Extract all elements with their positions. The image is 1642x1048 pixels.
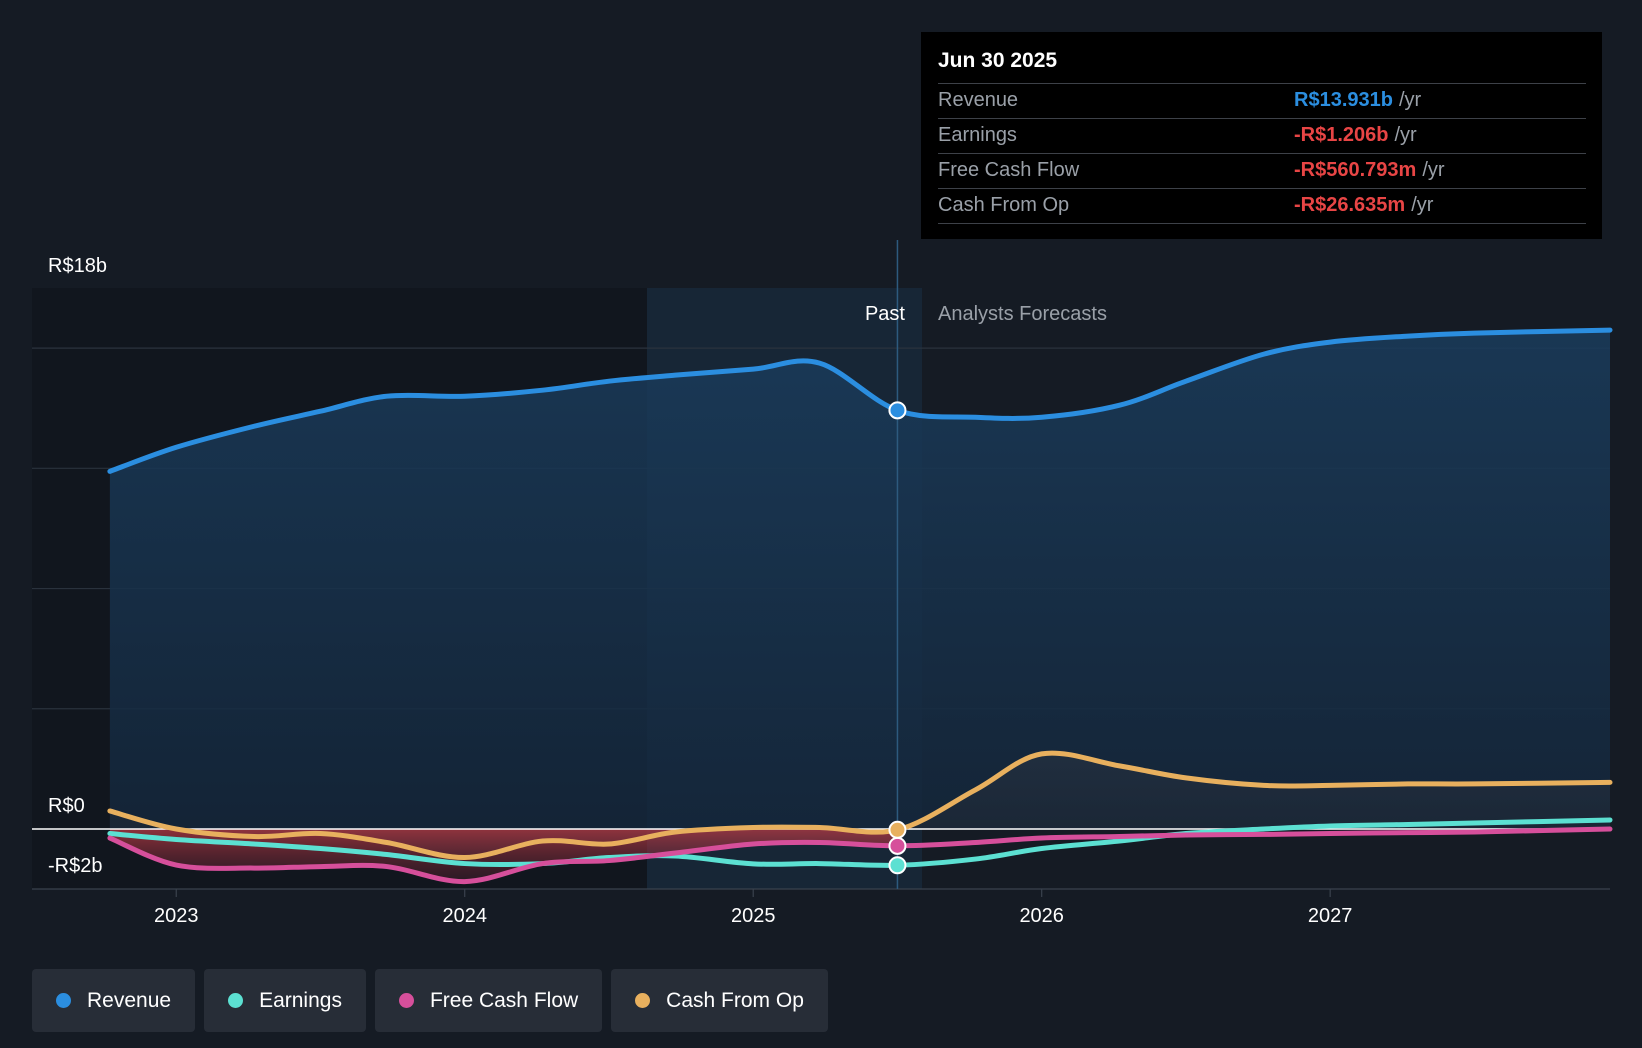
free-cash-flow-marker [888, 836, 907, 855]
tooltip-row-cash-from-op: Cash From Op -R$26.635m /yr [938, 189, 1586, 224]
legend-label: Free Cash Flow [429, 988, 579, 1012]
legend-item-earnings[interactable]: Earnings [204, 969, 366, 1032]
x-tick-label: 2025 [731, 905, 776, 927]
x-tick-label: 2027 [1308, 905, 1353, 927]
revenue-line [107, 327, 1613, 474]
tooltip-value: -R$26.635m [1294, 194, 1406, 216]
legend-label: Earnings [259, 988, 342, 1012]
y-axis-min-label: -R$2b [48, 855, 102, 877]
tooltip-row-earnings: Earnings -R$1.206b /yr [938, 119, 1586, 154]
past-label: Past [865, 303, 905, 325]
earnings-line [107, 817, 1613, 868]
tooltip-label: Cash From Op [938, 194, 1070, 216]
series-lines [107, 327, 1613, 885]
series-areas [109, 330, 1611, 882]
revenue-area [109, 330, 1611, 829]
x-tick-label: 2023 [154, 905, 199, 927]
legend: Revenue Earnings Free Cash Flow Cash Fro… [32, 969, 828, 1032]
tooltip-value: -R$1.206b [1294, 124, 1389, 146]
free-cash-flow-line [107, 826, 1613, 885]
x-tick-label: 2024 [442, 905, 487, 927]
revenue-marker [888, 401, 907, 420]
legend-item-revenue[interactable]: Revenue [32, 969, 196, 1032]
x-tick-label: 2026 [1019, 905, 1064, 927]
tooltip-unit: /yr [1422, 159, 1445, 181]
tooltip-row-free-cash-flow: Free Cash Flow -R$560.793m /yr [938, 154, 1586, 189]
cash-from-op-line [107, 750, 1613, 861]
legend-label: Revenue [87, 988, 172, 1012]
tooltip-date: Jun 30 2025 [938, 46, 1586, 84]
tooltip-label: Revenue [938, 89, 1019, 111]
earnings-marker [888, 856, 907, 875]
tooltip-value: R$13.931b [1294, 89, 1393, 111]
y-axis-max-label: R$18b [48, 255, 107, 277]
free-cash-flow-dot-icon [398, 993, 414, 1008]
tooltip-value: -R$560.793m [1294, 159, 1417, 181]
earnings-dot-icon [228, 993, 244, 1008]
tooltip-unit: /yr [1411, 194, 1434, 216]
legend-item-free-cash-flow[interactable]: Free Cash Flow [374, 969, 603, 1032]
tooltip-unit: /yr [1394, 124, 1417, 146]
tooltip-label: Earnings [938, 124, 1017, 146]
legend-label: Cash From Op [666, 988, 804, 1012]
y-axis-zero-label: R$0 [48, 795, 85, 817]
cash-from-op-dot-icon [635, 993, 651, 1008]
cash-from-op-marker [888, 820, 907, 839]
negative-area [109, 829, 898, 882]
tooltip: Jun 30 2025 Revenue R$13.931b /yr Earnin… [921, 32, 1602, 239]
revenue-dot-icon [56, 993, 71, 1008]
legend-item-cash-from-op[interactable]: Cash From Op [611, 969, 828, 1032]
tooltip-label: Free Cash Flow [938, 159, 1080, 181]
hover-markers [888, 401, 907, 875]
tooltip-unit: /yr [1398, 89, 1422, 111]
forecast-label: Analysts Forecasts [938, 303, 1107, 325]
tooltip-row-revenue: Revenue R$13.931b /yr [938, 84, 1586, 119]
x-axis-ticks: 2023 2024 2025 2026 2027 [154, 889, 1352, 927]
